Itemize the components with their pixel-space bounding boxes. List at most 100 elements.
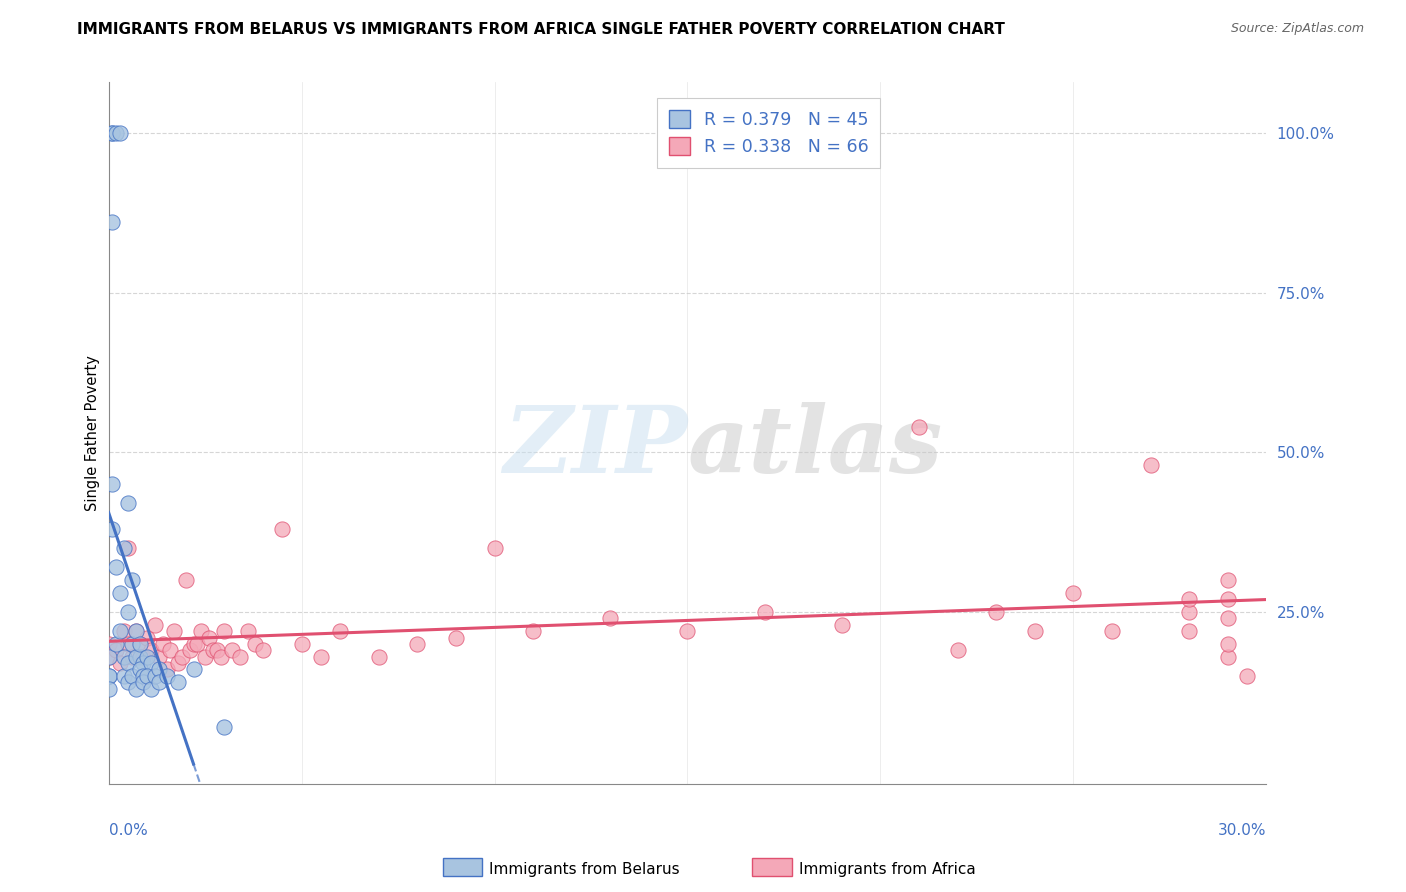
Point [132, 656, 155, 670]
Point [155, 662, 177, 676]
Point [121, 669, 143, 683]
Point [97, 681, 120, 696]
Point [522, 624, 544, 639]
Point [214, 624, 236, 639]
Point [148, 675, 170, 690]
Point [97, 649, 120, 664]
Point [117, 496, 139, 510]
Text: atlas: atlas [688, 402, 943, 492]
Point [205, 643, 228, 657]
Point [831, 617, 853, 632]
Point [444, 631, 467, 645]
Point [117, 541, 139, 555]
Point [1216, 649, 1239, 664]
Point [148, 649, 170, 664]
Legend: R = 0.379   N = 45, R = 0.338   N = 66: R = 0.379 N = 45, R = 0.338 N = 66 [657, 97, 880, 168]
Point [97, 669, 120, 683]
Point [194, 649, 217, 664]
Point [101, 126, 124, 140]
Point [105, 126, 128, 140]
Point [167, 656, 190, 670]
Point [108, 656, 131, 670]
Point [136, 669, 159, 683]
Point [676, 624, 699, 639]
Point [101, 477, 124, 491]
Point [124, 624, 146, 639]
Point [1236, 669, 1258, 683]
Point [143, 669, 166, 683]
Point [190, 624, 212, 639]
Point [97, 637, 120, 651]
Point [124, 624, 146, 639]
Point [139, 656, 162, 670]
Point [139, 681, 162, 696]
Point [117, 637, 139, 651]
Point [105, 637, 128, 651]
Point [245, 637, 267, 651]
Point [124, 649, 146, 664]
Text: IMMIGRANTS FROM BELARUS VS IMMIGRANTS FROM AFRICA SINGLE FATHER POVERTY CORRELAT: IMMIGRANTS FROM BELARUS VS IMMIGRANTS FR… [77, 22, 1005, 37]
Point [105, 643, 128, 657]
Point [198, 631, 221, 645]
Point [309, 649, 332, 664]
Point [236, 624, 259, 639]
Point [1062, 586, 1084, 600]
Point [128, 637, 150, 651]
Text: 0.0%: 0.0% [108, 822, 148, 838]
Point [112, 669, 135, 683]
Point [201, 643, 224, 657]
Point [1139, 458, 1161, 472]
Point [101, 126, 124, 140]
Point [136, 649, 159, 664]
Point [1178, 605, 1201, 619]
Point [132, 669, 155, 683]
Point [1216, 573, 1239, 587]
Point [367, 649, 389, 664]
Point [174, 573, 197, 587]
Point [112, 624, 135, 639]
Point [136, 631, 159, 645]
Point [108, 586, 131, 600]
Point [167, 675, 190, 690]
Point [101, 522, 124, 536]
Point [132, 649, 155, 664]
Point [101, 215, 124, 229]
Point [128, 649, 150, 664]
Point [148, 662, 170, 676]
Point [1216, 592, 1239, 607]
Point [209, 649, 232, 664]
Point [484, 541, 506, 555]
Text: Immigrants from Belarus: Immigrants from Belarus [489, 863, 681, 877]
Point [1101, 624, 1123, 639]
Point [112, 649, 135, 664]
Point [329, 624, 352, 639]
Point [128, 662, 150, 676]
Point [105, 560, 128, 574]
Point [754, 605, 776, 619]
Point [214, 720, 236, 734]
Point [599, 611, 621, 625]
Point [143, 617, 166, 632]
Point [1216, 611, 1239, 625]
Point [1178, 592, 1201, 607]
Point [117, 605, 139, 619]
Point [221, 643, 243, 657]
Point [121, 649, 143, 664]
Point [159, 643, 181, 657]
Point [183, 637, 205, 651]
Point [946, 643, 969, 657]
Point [112, 541, 135, 555]
Point [121, 573, 143, 587]
Point [229, 649, 252, 664]
Point [117, 675, 139, 690]
Point [186, 637, 208, 651]
Point [271, 522, 294, 536]
Point [152, 637, 174, 651]
Point [128, 637, 150, 651]
Point [406, 637, 429, 651]
Point [1216, 637, 1239, 651]
Point [179, 643, 201, 657]
Point [121, 637, 143, 651]
Point [908, 419, 931, 434]
Point [252, 643, 274, 657]
